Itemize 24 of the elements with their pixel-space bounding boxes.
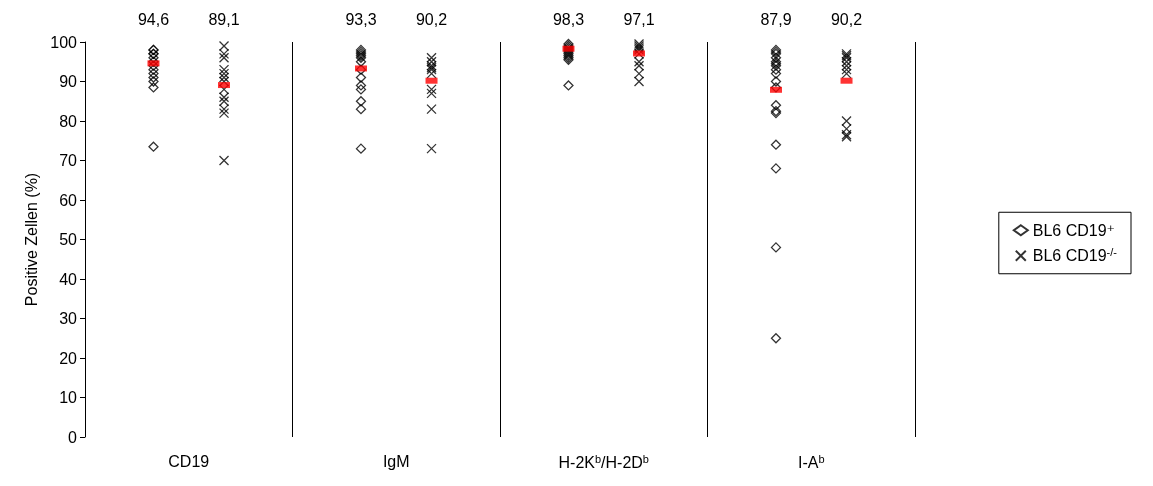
y-tick-label: 50 [59,231,78,248]
y-tick-label: 30 [59,310,78,327]
y-tick-label: 70 [59,152,78,169]
y-tick-label: 90 [59,73,78,90]
text: 93,3 [344,10,378,30]
y-tick-label: 10 [59,389,78,406]
y-tick-label: 20 [59,349,78,367]
y-tick-label: 60 [59,191,78,209]
text: 87,9 [759,10,793,30]
text: 90,2 [414,10,449,30]
x-tick-label: CD19 [168,452,210,470]
legend-label: BL6 CD19⁺ [1032,221,1116,239]
y-tick-label: 100 [50,33,78,51]
x-tick-label: IgM [382,452,410,470]
y-tick-label: 0 [68,428,78,446]
text: 94,6 [136,10,171,30]
y-tick-label: 80 [59,112,78,130]
text: 97,1 [622,10,656,30]
legend-label: BL6 CD19-/- [1032,245,1118,265]
y-axis-title: Positive Zellen (%) [22,172,40,307]
text: 89,1 [207,10,241,30]
y-tick-label: 40 [59,270,78,288]
text: 90,2 [829,10,864,30]
text: 98,3 [551,10,586,30]
